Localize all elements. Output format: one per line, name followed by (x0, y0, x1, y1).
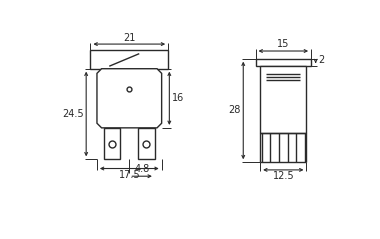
Text: 21: 21 (123, 33, 136, 43)
Text: 24.5: 24.5 (62, 109, 84, 119)
Bar (138, 128, 155, 159)
Polygon shape (97, 69, 162, 128)
Bar (256, 59, 311, 66)
Text: 15: 15 (277, 39, 290, 49)
Text: 4.8: 4.8 (135, 164, 150, 174)
Text: 16: 16 (173, 93, 185, 103)
Text: 12.5: 12.5 (272, 171, 294, 181)
Bar (90, 50, 168, 69)
Text: 2: 2 (318, 54, 324, 65)
Bar (104, 128, 120, 159)
Text: 28: 28 (229, 105, 241, 115)
Bar (260, 66, 306, 133)
Text: 17.5: 17.5 (119, 170, 140, 180)
